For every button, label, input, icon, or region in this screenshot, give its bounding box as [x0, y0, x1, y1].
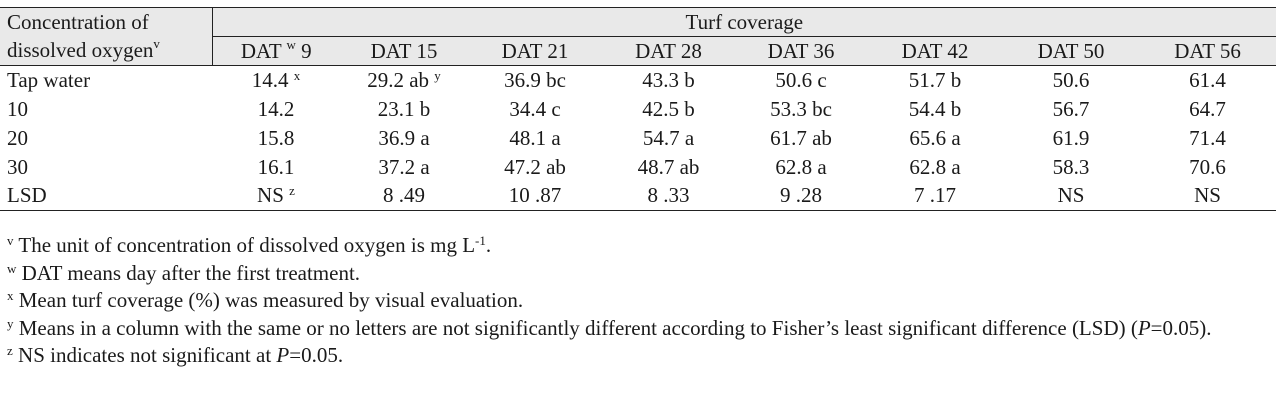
footnote-z: z NS indicates not significant at P=0.05…: [7, 343, 344, 367]
table-cell: NS: [1003, 181, 1139, 211]
table-cell: 8 .33: [602, 181, 735, 211]
table-row-lsd: LSD NS z 8 .49 10 .87 8 .33 9 .28 7 .17 …: [0, 181, 1277, 211]
table-cell: 48.7 ab: [637, 154, 700, 179]
table-row: 20 15.8 36.9 a 48.1 a 54.7 a 61.7 ab 65.…: [0, 124, 1276, 153]
table-cell: 54.4 b: [908, 96, 962, 121]
table-cell: 8 .49: [340, 181, 468, 211]
table-cell: 71.4: [1189, 125, 1226, 150]
table-cell: 47.2 ab: [504, 154, 566, 179]
footnote-v: v The unit of concentration of dissolved…: [7, 233, 492, 257]
row-label: 30: [7, 154, 28, 179]
table-cell: 36.9 a: [378, 125, 430, 150]
row-label: 10: [7, 96, 28, 121]
col-header-dat28: DAT 28: [602, 36, 735, 66]
table-cell: 14.2: [257, 96, 295, 121]
table-cell: 62.8 a: [775, 154, 827, 179]
turf-coverage-table: Concentration of dissolved oxygenv Turf …: [0, 7, 1277, 211]
table-cell: 54.7 a: [642, 125, 695, 150]
table-cell: 7 .17: [867, 181, 1003, 211]
table-cell: NS: [1139, 181, 1277, 211]
table-cell: 9 .28: [735, 181, 867, 211]
header-row-days: DAT w 9 DAT 15 DAT 21 DAT 28 DAT 36 DAT …: [0, 36, 1277, 66]
table-cell: 64.7: [1189, 96, 1226, 121]
table-cell: 53.3 bc: [770, 96, 832, 121]
table-cell: 50.6: [1052, 67, 1090, 92]
table-cell: 58.3: [1052, 154, 1090, 179]
footnote-x: x Mean turf coverage (%) was measured by…: [7, 288, 524, 312]
table-cell: 70.6: [1189, 154, 1226, 179]
table-row: 30 16.1 37.2 a 47.2 ab 48.7 ab 62.8 a 62…: [0, 153, 1276, 182]
table-row: Tap water 14.4 x 29.2 ab y 36.9 bc 43.3 …: [0, 66, 1276, 95]
col-header-dat56: DAT 56: [1139, 36, 1277, 66]
col-header-dat36: DAT 36: [735, 36, 867, 66]
table-cell: 51.7 b: [908, 67, 962, 92]
table-cell: 42.5 b: [642, 96, 695, 121]
table-cell: 61.9: [1052, 125, 1090, 150]
col-header-dat9: DAT w 9: [212, 36, 340, 66]
table-cell: 36.9 bc: [504, 67, 566, 92]
table-cell: 29.2 ab y: [367, 67, 441, 92]
table-cell: NS z: [212, 181, 340, 211]
table-cell: 43.3 b: [642, 67, 695, 92]
table-cell: 34.4 c: [509, 96, 561, 121]
footnotes: v The unit of concentration of dissolved…: [7, 232, 1279, 370]
table-cell: 37.2 a: [378, 154, 430, 179]
row-label: LSD: [0, 181, 212, 211]
table-cell: 56.7: [1052, 96, 1090, 121]
row-header-line2: dissolved oxygen: [7, 38, 154, 62]
footnote-w: w DAT means day after the first treatmen…: [7, 260, 361, 285]
table-cell: 15.8: [257, 125, 295, 150]
table-cell: 48.1 a: [509, 125, 561, 150]
table-cell: 23.1 b: [377, 96, 431, 121]
table-cell: 16.1: [257, 154, 295, 179]
row-header-line1: Concentration of: [7, 10, 149, 34]
table-cell: 62.8 a: [909, 154, 961, 179]
col-header-dat42: DAT 42: [867, 36, 1003, 66]
col-header-dat21: DAT 21: [468, 36, 602, 66]
footnote-y: y Means in a column with the same or no …: [7, 315, 1212, 340]
table-cell: 61.7 ab: [770, 125, 832, 150]
footnote-mark-v: v: [153, 36, 160, 51]
table-cell: 65.6 a: [909, 125, 961, 150]
header-row-group: Concentration of dissolved oxygenv Turf …: [0, 7, 1277, 66]
col-header-dat50: DAT 50: [1003, 36, 1139, 66]
row-label: 20: [7, 125, 28, 150]
row-header: Concentration of dissolved oxygenv: [0, 7, 213, 66]
table-cell: 61.4: [1189, 67, 1226, 92]
col-header-dat15: DAT 15: [340, 36, 468, 66]
table-cell: 10 .87: [468, 181, 602, 211]
row-label: Tap water: [7, 67, 91, 92]
table-cell: 14.4 x: [251, 67, 301, 92]
group-header: Turf coverage: [212, 7, 1277, 37]
table-cell: 50.6 c: [775, 67, 827, 92]
table-row: 10 14.2 23.1 b 34.4 c 42.5 b 53.3 bc 54.…: [0, 95, 1276, 124]
